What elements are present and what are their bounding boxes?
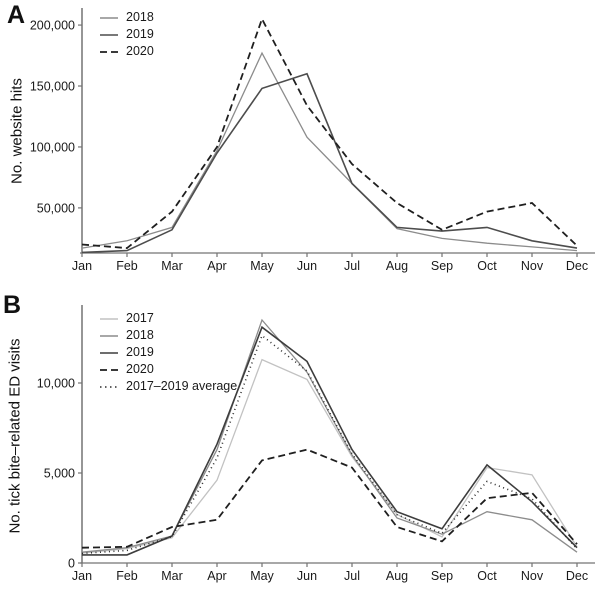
legend-line-swatch	[100, 16, 118, 19]
panel-a-y-tick-label: 100,000	[30, 140, 75, 154]
legend-label: 2017	[126, 311, 154, 326]
legend-line-swatch	[100, 351, 118, 354]
panel-a-x-tick-label: Jun	[297, 259, 317, 273]
panel-b-series-line-2020	[81, 448, 578, 549]
panel-b-x-tick-label: Jun	[297, 569, 317, 583]
panel-a-x-tick-label: Aug	[386, 259, 408, 273]
panel-b-y-axis-title: No. tick bite–related ED visits	[6, 338, 24, 534]
legend-line-swatch	[100, 50, 118, 53]
panel-b-legend: 2017 2018 2019 2020 2017–2019 average	[99, 312, 237, 393]
panel-a-x-tick-label: Oct	[477, 259, 497, 273]
panel-a-x-tick-label: Dec	[566, 259, 588, 273]
panel-b-y-tick-label: 5,000	[44, 466, 75, 480]
legend-line-swatch	[100, 368, 118, 371]
legend-label: 2019	[126, 27, 154, 42]
panel-a-y-tick-label: 200,000	[30, 19, 75, 33]
legend-item-2020: 2020	[99, 363, 237, 376]
legend-label: 2017–2019 average	[126, 379, 238, 394]
panel-a-x-tick-label: Sep	[431, 259, 453, 273]
panel-b-x-tick-label: Sep	[431, 569, 453, 583]
legend-item-2017: 2017	[99, 312, 237, 325]
legend-line-swatch	[100, 334, 118, 337]
panel-a-label: A	[7, 1, 26, 29]
panel-b-x-tick-label: Jul	[344, 569, 360, 583]
panel-b-x-tick-label: May	[250, 569, 274, 583]
panel-a-x-tick-label: Apr	[207, 259, 226, 273]
legend-label: 2019	[126, 345, 154, 360]
panel-b-x-tick-label: Oct	[477, 569, 497, 583]
panel-a-x-tick-label: Feb	[116, 259, 138, 273]
panel-a-y-axis-title: No. website hits	[8, 78, 26, 184]
panel-b-x-tick-label: Apr	[207, 569, 226, 583]
panel-a-legend: 2018 2019 2020	[99, 11, 154, 58]
panel-b-y-tick-label: 0	[68, 557, 75, 571]
panel-a-x-tick-label: Jul	[344, 259, 360, 273]
panel-a-y-tick-label: 150,000	[30, 80, 75, 94]
legend-label: 2018	[126, 10, 154, 25]
legend-line-swatch	[100, 317, 118, 320]
legend-line-swatch	[100, 33, 118, 36]
panel-a-series-line-2020	[81, 16, 578, 250]
legend-item-2019: 2019	[99, 28, 154, 41]
panel-b-y-tick-label: 10,000	[37, 376, 75, 390]
legend-label: 2018	[126, 328, 154, 343]
legend-label: 2020	[126, 44, 154, 59]
panel-a-x-tick-label: Mar	[161, 259, 183, 273]
panel-b-series-line-2019	[82, 325, 578, 556]
panel-b-x-tick-label: Dec	[566, 569, 588, 583]
legend-item-2018: 2018	[99, 329, 237, 342]
panel-b-x-tick-label: Jan	[72, 569, 92, 583]
legend-item-2018: 2018	[99, 11, 154, 24]
panel-b-x-tick-label: Mar	[161, 569, 183, 583]
panel-b-label: B	[3, 291, 22, 319]
legend-item-2017-2019-average: 2017–2019 average	[99, 380, 237, 393]
legend-item-2020: 2020	[99, 45, 154, 58]
panel-a-y-tick-label: 50,000	[37, 201, 75, 215]
panel-a-x-tick-label: Nov	[521, 259, 544, 273]
panel-a-series-line-2018	[81, 51, 578, 252]
panel-a-x-tick-label: Jan	[72, 259, 92, 273]
panel-b-x-tick-label: Feb	[116, 569, 138, 583]
legend-item-2019: 2019	[99, 346, 237, 359]
panel-b-x-tick-label: Nov	[521, 569, 544, 583]
panel-a-series-line-2019	[81, 72, 578, 254]
legend-label: 2020	[126, 362, 154, 377]
panel-b-x-tick-label: Aug	[386, 569, 408, 583]
panel-a-x-tick-label: May	[250, 259, 274, 273]
legend-line-swatch	[100, 385, 118, 388]
